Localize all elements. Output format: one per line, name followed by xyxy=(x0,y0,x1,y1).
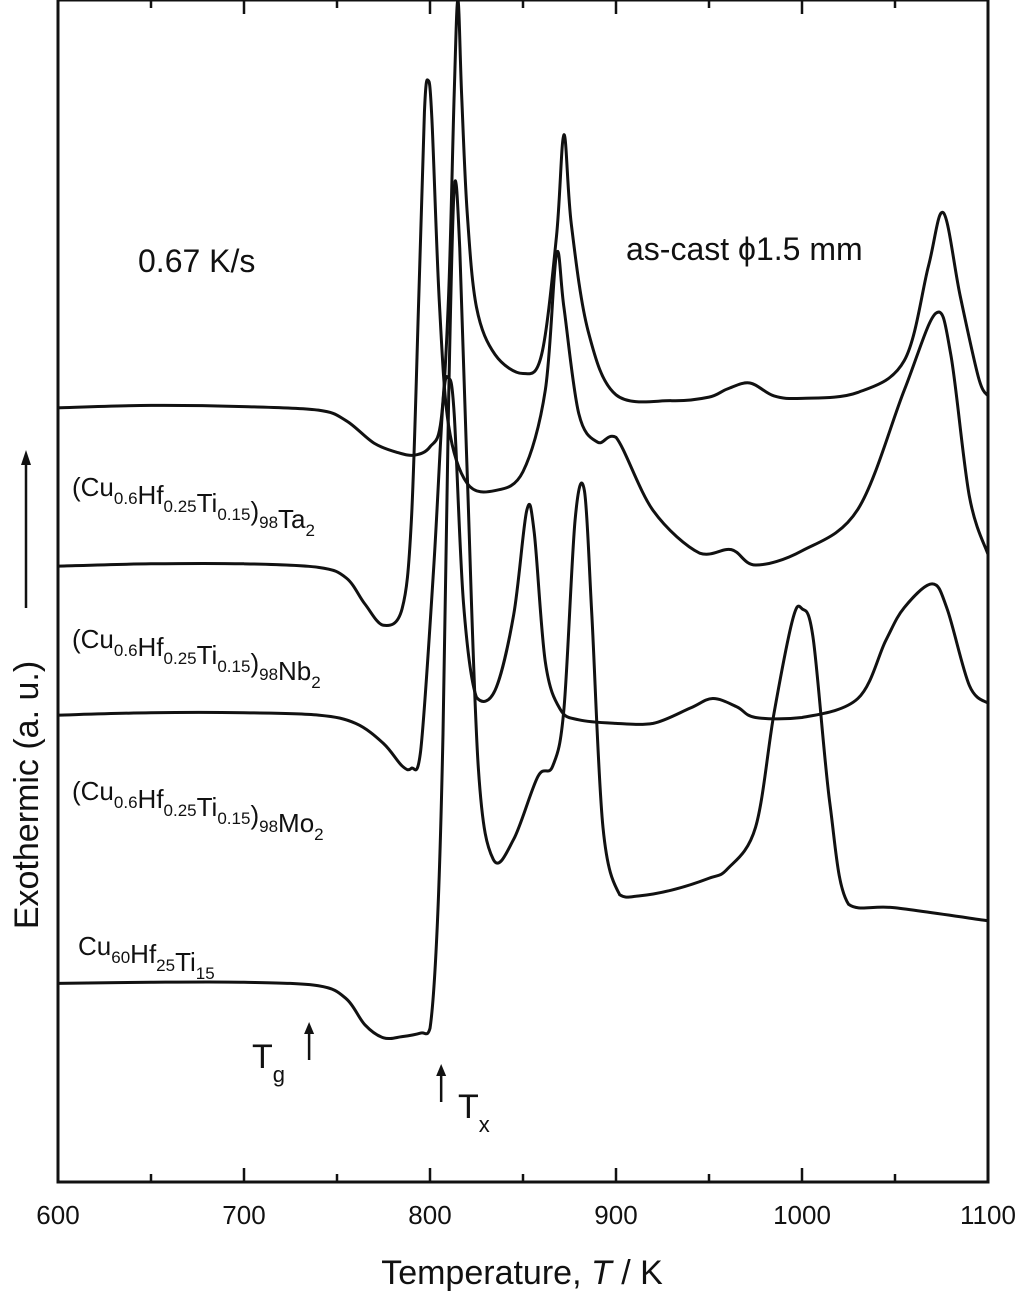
series-line-mo xyxy=(56,375,990,772)
series-line-nb xyxy=(56,78,990,628)
x-tick-label: 800 xyxy=(408,1200,451,1230)
sample-annotation: as-cast ϕ1.5 mm xyxy=(626,231,863,267)
x-axis-label: Temperature, T / K xyxy=(381,1254,663,1292)
y-axis-label: Exothermic (a. u.) xyxy=(8,661,46,929)
heating-rate-annotation: 0.67 K/s xyxy=(138,243,255,279)
curve-label-ta: (Cu0.6Hf0.25Ti0.15)98Ta2 xyxy=(72,472,315,540)
x-axis-ticks xyxy=(56,0,990,1182)
x-tick-label: 600 xyxy=(36,1200,79,1230)
curve-label-cu: Cu60Hf25Ti15 xyxy=(78,931,215,983)
y-axis-arrow xyxy=(21,450,31,608)
x-tick-label: 700 xyxy=(222,1200,265,1230)
series-line-ta xyxy=(56,0,990,457)
series-line-cu xyxy=(56,179,990,1041)
marker-Tx: Tx xyxy=(436,1064,490,1137)
marker-arrow-head xyxy=(304,1022,315,1034)
marker-label: Tx xyxy=(458,1088,490,1137)
x-axis-tick-labels: 600 700 800 900 1000 1100 xyxy=(36,1200,1016,1230)
series-layer xyxy=(56,0,990,1041)
curve-label-nb: (Cu0.6Hf0.25Ti0.15)98Nb2 xyxy=(72,624,321,692)
marker-arrow-head xyxy=(436,1064,447,1076)
plot-frame xyxy=(56,0,990,1184)
x-tick-label: 900 xyxy=(594,1200,637,1230)
curve-labels: (Cu0.6Hf0.25Ti0.15)98Ta2 (Cu0.6Hf0.25Ti0.… xyxy=(72,472,324,983)
marker-Tg: Tg xyxy=(252,1022,315,1087)
transition-markers: Tg Tx xyxy=(252,1022,490,1137)
curve-label-mo: (Cu0.6Hf0.25Ti0.15)98Mo2 xyxy=(72,776,324,844)
marker-label: Tg xyxy=(252,1038,285,1087)
x-tick-label: 1100 xyxy=(960,1200,1016,1230)
x-tick-label: 1000 xyxy=(773,1200,831,1230)
